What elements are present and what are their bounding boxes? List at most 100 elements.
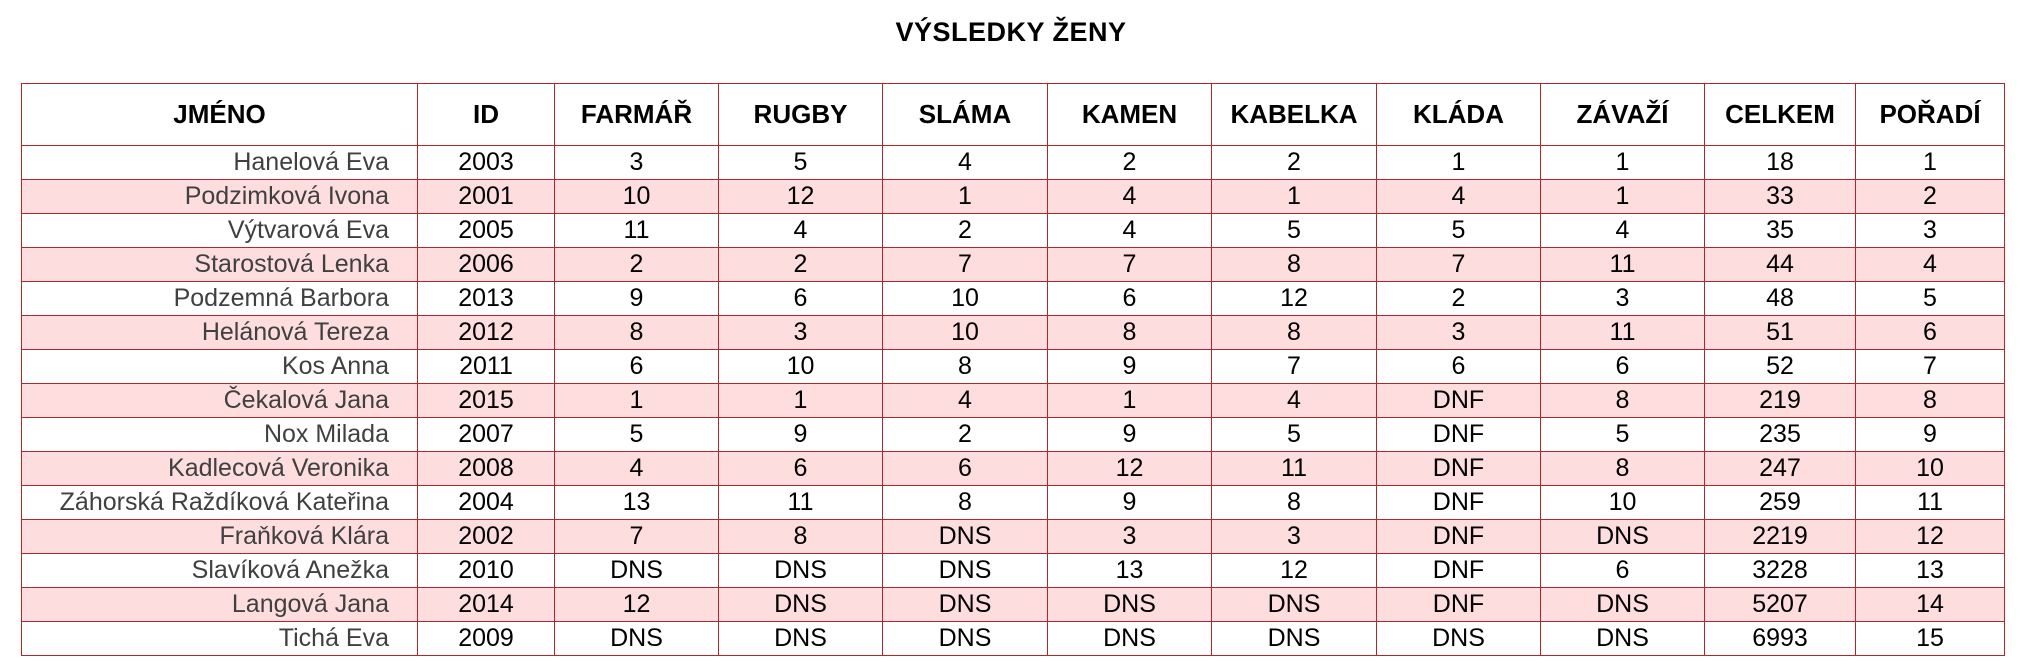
rugby-cell: 11 xyxy=(718,485,883,520)
rugby-cell: 10 xyxy=(718,349,883,384)
celkem-cell: 2219 xyxy=(1704,519,1856,554)
kamen-cell: 1 xyxy=(1047,383,1212,418)
rugby-cell: 8 xyxy=(718,519,883,554)
kabelka-cell: 8 xyxy=(1211,485,1377,520)
celkem-cell: 247 xyxy=(1704,451,1856,486)
athlete-name-cell: Záhorská Raždíková Kateřina xyxy=(21,485,418,520)
klada-cell: DNS xyxy=(1376,621,1541,656)
farmar-cell: 12 xyxy=(554,587,719,622)
zavazi-cell: 3 xyxy=(1540,281,1705,316)
table-row: Starostová Lenka 2006 2 2 7 7 8 7 11 44 4 xyxy=(21,247,2005,282)
poradi-cell: 2 xyxy=(1855,179,2005,214)
table-row: Fraňková Klára 2002 7 8 DNS 3 3 DNF DNS 2219 12 xyxy=(21,519,2005,554)
zavazi-cell: 5 xyxy=(1540,417,1705,452)
rugby-cell: DNS xyxy=(718,621,883,656)
farmar-cell: 11 xyxy=(554,213,719,248)
table-row: Helánová Tereza 2012 8 3 10 8 8 3 11 51 6 xyxy=(21,315,2005,350)
zavazi-cell: 6 xyxy=(1540,553,1705,588)
klada-cell: DNF xyxy=(1376,519,1541,554)
celkem-cell: 5207 xyxy=(1704,587,1856,622)
athlete-name-cell: Slavíková Anežka xyxy=(21,553,418,588)
rugby-cell: 12 xyxy=(718,179,883,214)
zavazi-cell: 11 xyxy=(1540,247,1705,282)
zavazi-cell: 6 xyxy=(1540,349,1705,384)
rugby-cell: 2 xyxy=(718,247,883,282)
slama-cell: 2 xyxy=(882,213,1048,248)
rugby-cell: DNS xyxy=(718,553,883,588)
klada-cell: 7 xyxy=(1376,247,1541,282)
kamen-cell: 13 xyxy=(1047,553,1212,588)
kabelka-cell: DNS xyxy=(1211,587,1377,622)
celkem-cell: 3228 xyxy=(1704,553,1856,588)
kamen-cell: 8 xyxy=(1047,315,1212,350)
id-cell: 2009 xyxy=(417,621,555,656)
celkem-cell: 44 xyxy=(1704,247,1856,282)
slama-cell: 8 xyxy=(882,485,1048,520)
slama-cell: 8 xyxy=(882,349,1048,384)
poradi-cell: 7 xyxy=(1855,349,2005,384)
athlete-name-cell: Helánová Tereza xyxy=(21,315,418,350)
kamen-cell: DNS xyxy=(1047,587,1212,622)
farmar-cell: DNS xyxy=(554,553,719,588)
column-header-klada: KLÁDA xyxy=(1376,83,1541,146)
klada-cell: 6 xyxy=(1376,349,1541,384)
kabelka-cell: 8 xyxy=(1211,315,1377,350)
celkem-cell: 18 xyxy=(1704,145,1856,180)
column-header-name: JMÉNO xyxy=(21,83,418,146)
column-header-slama: SLÁMA xyxy=(882,83,1048,146)
slama-cell: 4 xyxy=(882,383,1048,418)
column-header-rugby: RUGBY xyxy=(718,83,883,146)
zavazi-cell: 4 xyxy=(1540,213,1705,248)
rugby-cell: 9 xyxy=(718,417,883,452)
kabelka-cell: 5 xyxy=(1211,213,1377,248)
kamen-cell: 3 xyxy=(1047,519,1212,554)
id-cell: 2012 xyxy=(417,315,555,350)
rugby-cell: 6 xyxy=(718,281,883,316)
poradi-cell: 14 xyxy=(1855,587,2005,622)
rugby-cell: 3 xyxy=(718,315,883,350)
rugby-cell: DNS xyxy=(718,587,883,622)
slama-cell: 10 xyxy=(882,315,1048,350)
athlete-name-cell: Tichá Eva xyxy=(21,621,418,656)
zavazi-cell: 10 xyxy=(1540,485,1705,520)
kabelka-cell: 11 xyxy=(1211,451,1377,486)
poradi-cell: 13 xyxy=(1855,553,2005,588)
celkem-cell: 219 xyxy=(1704,383,1856,418)
farmar-cell: 2 xyxy=(554,247,719,282)
athlete-name-cell: Čekalová Jana xyxy=(21,383,418,418)
table-row: Kadlecová Veronika 2008 4 6 6 12 11 DNF 8 247 10 xyxy=(21,451,2005,486)
kamen-cell: 9 xyxy=(1047,417,1212,452)
column-header-celkem: CELKEM xyxy=(1704,83,1856,146)
table-row: Podzimková Ivona 2001 10 12 1 4 1 4 1 33 2 xyxy=(21,179,2005,214)
poradi-cell: 6 xyxy=(1855,315,2005,350)
kamen-cell: DNS xyxy=(1047,621,1212,656)
athlete-name-cell: Podzemná Barbora xyxy=(21,281,418,316)
celkem-cell: 51 xyxy=(1704,315,1856,350)
column-header-kabelka: KABELKA xyxy=(1211,83,1377,146)
athlete-name-cell: Nox Milada xyxy=(21,417,418,452)
celkem-cell: 52 xyxy=(1704,349,1856,384)
klada-cell: DNF xyxy=(1376,417,1541,452)
celkem-cell: 35 xyxy=(1704,213,1856,248)
id-cell: 2014 xyxy=(417,587,555,622)
poradi-cell: 11 xyxy=(1855,485,2005,520)
slama-cell: 4 xyxy=(882,145,1048,180)
klada-cell: 1 xyxy=(1376,145,1541,180)
athlete-name-cell: Výtvarová Eva xyxy=(21,213,418,248)
slama-cell: 2 xyxy=(882,417,1048,452)
rugby-cell: 1 xyxy=(718,383,883,418)
poradi-cell: 12 xyxy=(1855,519,2005,554)
slama-cell: 1 xyxy=(882,179,1048,214)
klada-cell: DNF xyxy=(1376,485,1541,520)
poradi-cell: 4 xyxy=(1855,247,2005,282)
kamen-cell: 9 xyxy=(1047,485,1212,520)
kabelka-cell: 12 xyxy=(1211,281,1377,316)
rugby-cell: 4 xyxy=(718,213,883,248)
kabelka-cell: 8 xyxy=(1211,247,1377,282)
athlete-name-cell: Starostová Lenka xyxy=(21,247,418,282)
column-header-id: ID xyxy=(417,83,555,146)
table-row: Hanelová Eva 2003 3 5 4 2 2 1 1 18 1 xyxy=(21,145,2005,180)
column-header-zavazi: ZÁVAŽÍ xyxy=(1540,83,1705,146)
farmar-cell: 4 xyxy=(554,451,719,486)
klada-cell: 3 xyxy=(1376,315,1541,350)
